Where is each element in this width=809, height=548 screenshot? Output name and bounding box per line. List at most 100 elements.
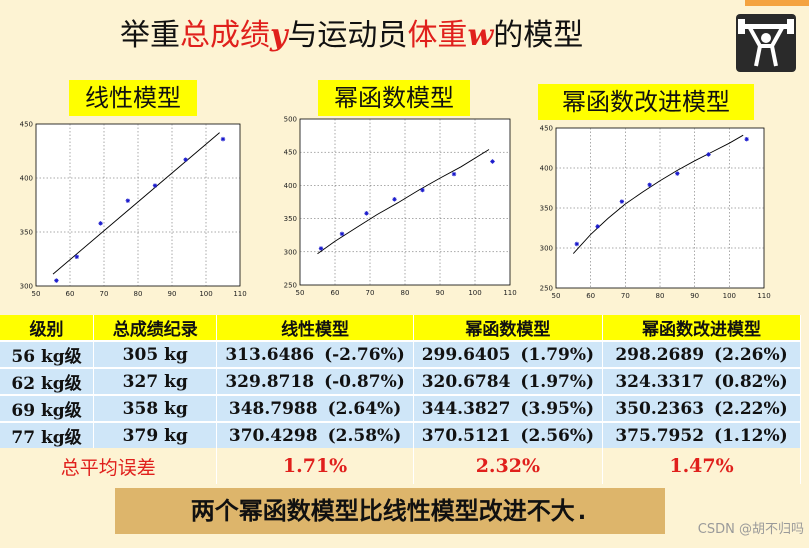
data-point bbox=[98, 221, 103, 226]
y-tick-label: 500 bbox=[284, 116, 297, 124]
y-tick-label: 300 bbox=[540, 245, 553, 253]
x-tick-label: 110 bbox=[233, 290, 246, 298]
data-point bbox=[647, 182, 652, 187]
conclusion-banner: 两个幂函数模型比线性模型改进不大. bbox=[115, 488, 665, 534]
y-tick-label: 300 bbox=[284, 248, 297, 256]
data-point bbox=[74, 254, 79, 260]
avg-error-linear: 1.71% bbox=[217, 448, 414, 484]
cell-class: 69 kg级 bbox=[0, 394, 95, 421]
data-point bbox=[183, 157, 188, 162]
x-tick-label: 50 bbox=[296, 289, 305, 297]
x-tick-label: 70 bbox=[366, 289, 375, 297]
x-tick-label: 110 bbox=[757, 292, 770, 300]
avg-error-improved: 1.47% bbox=[603, 448, 801, 484]
x-tick-label: 60 bbox=[66, 290, 75, 298]
x-tick-label: 90 bbox=[436, 289, 445, 297]
avg-error-label: 总平均误差 bbox=[0, 448, 218, 484]
x-tick-label: 110 bbox=[503, 289, 516, 297]
top-accent-bar bbox=[745, 0, 809, 6]
table-row: 56 kg级 305 kg 313.6486 (-2.76%) 299.6405(… bbox=[0, 340, 801, 367]
table-header-row: 级别 总成绩纪录 线性模型 幂函数模型 幂函数改进模型 bbox=[0, 315, 801, 340]
data-point bbox=[706, 152, 711, 157]
header-improved: 幂函数改进模型 bbox=[603, 315, 801, 340]
x-tick-label: 100 bbox=[199, 290, 212, 298]
data-point bbox=[675, 171, 680, 176]
cell-record: 305 kg bbox=[94, 340, 218, 367]
chart-power: 50 60 70 80 90 100 110 250 300 350 400 450 500 bbox=[276, 115, 520, 305]
slide-title: 举重总成绩y与运动员体重w的模型 bbox=[120, 18, 584, 53]
y-tick-label: 400 bbox=[20, 175, 33, 183]
plot-area bbox=[299, 118, 511, 286]
avg-error-power: 2.32% bbox=[414, 448, 604, 484]
fit-curve bbox=[317, 149, 490, 255]
cell-power: 370.5121 (2.56%) bbox=[413, 421, 604, 448]
y-tick-label: 400 bbox=[284, 182, 297, 190]
x-tick-label: 80 bbox=[134, 290, 143, 298]
data-point bbox=[420, 187, 425, 193]
data-point bbox=[54, 278, 59, 283]
y-tick-label: 250 bbox=[284, 282, 297, 290]
data-point bbox=[364, 211, 369, 216]
data-point bbox=[152, 183, 158, 188]
header-power: 幂函数模型 bbox=[413, 315, 604, 340]
data-point bbox=[619, 199, 625, 204]
cell-improved: 298.2689 (2.26%) bbox=[603, 340, 801, 367]
y-tick-label: 350 bbox=[540, 205, 553, 213]
x-tick-label: 100 bbox=[468, 289, 481, 297]
header-class: 级别 bbox=[0, 315, 95, 340]
x-tick-label: 90 bbox=[168, 290, 177, 298]
y-tick-label: 350 bbox=[20, 229, 33, 237]
x-tick-label: 70 bbox=[621, 292, 630, 300]
y-tick-label: 250 bbox=[540, 285, 553, 293]
y-tick-label: 450 bbox=[20, 121, 33, 129]
header-record: 总成绩纪录 bbox=[94, 315, 218, 340]
watermark: CSDN @胡不归吗 bbox=[697, 522, 804, 537]
y-tick-label: 450 bbox=[284, 149, 297, 157]
model-label-linear: 线性模型 bbox=[69, 80, 197, 116]
cell-class: 56 kg级 bbox=[0, 340, 95, 367]
data-point bbox=[574, 241, 579, 247]
fit-curve bbox=[572, 134, 744, 254]
data-point bbox=[451, 171, 457, 177]
results-table: 级别 总成绩纪录 线性模型 幂函数模型 幂函数改进模型 56 kg级 305 k… bbox=[0, 315, 801, 484]
header-linear: 线性模型 bbox=[217, 315, 414, 340]
cell-class: 62 kg级 bbox=[0, 367, 95, 394]
data-point bbox=[595, 224, 600, 229]
table-row: 77 kg级 379 kg 370.4298 (2.58%) 370.5121 (2… bbox=[0, 421, 801, 448]
cell-record: 327 kg bbox=[94, 367, 218, 394]
cell-improved: 375.7952 (1.12%) bbox=[603, 421, 801, 448]
data-point bbox=[339, 231, 345, 237]
cell-record: 358 kg bbox=[94, 394, 218, 421]
y-tick-label: 350 bbox=[284, 215, 297, 223]
x-tick-label: 80 bbox=[401, 289, 410, 297]
cell-linear: 370.4298 (2.58%) bbox=[217, 421, 414, 448]
cell-class: 77 kg级 bbox=[0, 421, 95, 448]
data-point bbox=[744, 137, 749, 142]
plot-area bbox=[555, 127, 765, 289]
x-tick-label: 50 bbox=[32, 290, 41, 298]
data-point bbox=[392, 197, 397, 202]
data-point bbox=[490, 159, 495, 164]
cell-linear: 313.6486 (-2.76%) bbox=[217, 340, 414, 367]
model-label-power: 幂函数模型 bbox=[318, 80, 470, 116]
y-tick-label: 450 bbox=[540, 125, 553, 133]
x-tick-label: 60 bbox=[331, 289, 340, 297]
y-tick-label: 300 bbox=[20, 283, 33, 291]
data-point bbox=[125, 198, 130, 203]
x-tick-label: 60 bbox=[586, 292, 595, 300]
table-row: 69 kg级 358 kg 348.7988 (2.64%) 344.3827 (3… bbox=[0, 394, 801, 421]
chart-improved: 50 60 70 80 90 100 110 250 300 350 400 450 bbox=[530, 120, 774, 308]
data-point bbox=[318, 246, 324, 251]
cell-linear: 348.7988 (2.64%) bbox=[217, 394, 414, 421]
model-label-improved: 幂函数改进模型 bbox=[538, 84, 754, 120]
x-tick-label: 90 bbox=[690, 292, 699, 300]
fit-curve bbox=[52, 132, 220, 275]
cell-record: 379 kg bbox=[94, 421, 218, 448]
table-row: 62 kg级 327 kg 329.8718 (-0.87%) 320.6784(… bbox=[0, 367, 801, 394]
avg-error-row: 总平均误差 1.71% 2.32% 1.47% bbox=[0, 448, 801, 484]
cell-linear: 329.8718 (-0.87%) bbox=[217, 367, 414, 394]
y-tick-label: 400 bbox=[540, 165, 553, 173]
x-tick-label: 80 bbox=[656, 292, 665, 300]
x-tick-label: 70 bbox=[100, 290, 109, 298]
cell-power: 299.6405 (1.79%) bbox=[413, 340, 604, 367]
